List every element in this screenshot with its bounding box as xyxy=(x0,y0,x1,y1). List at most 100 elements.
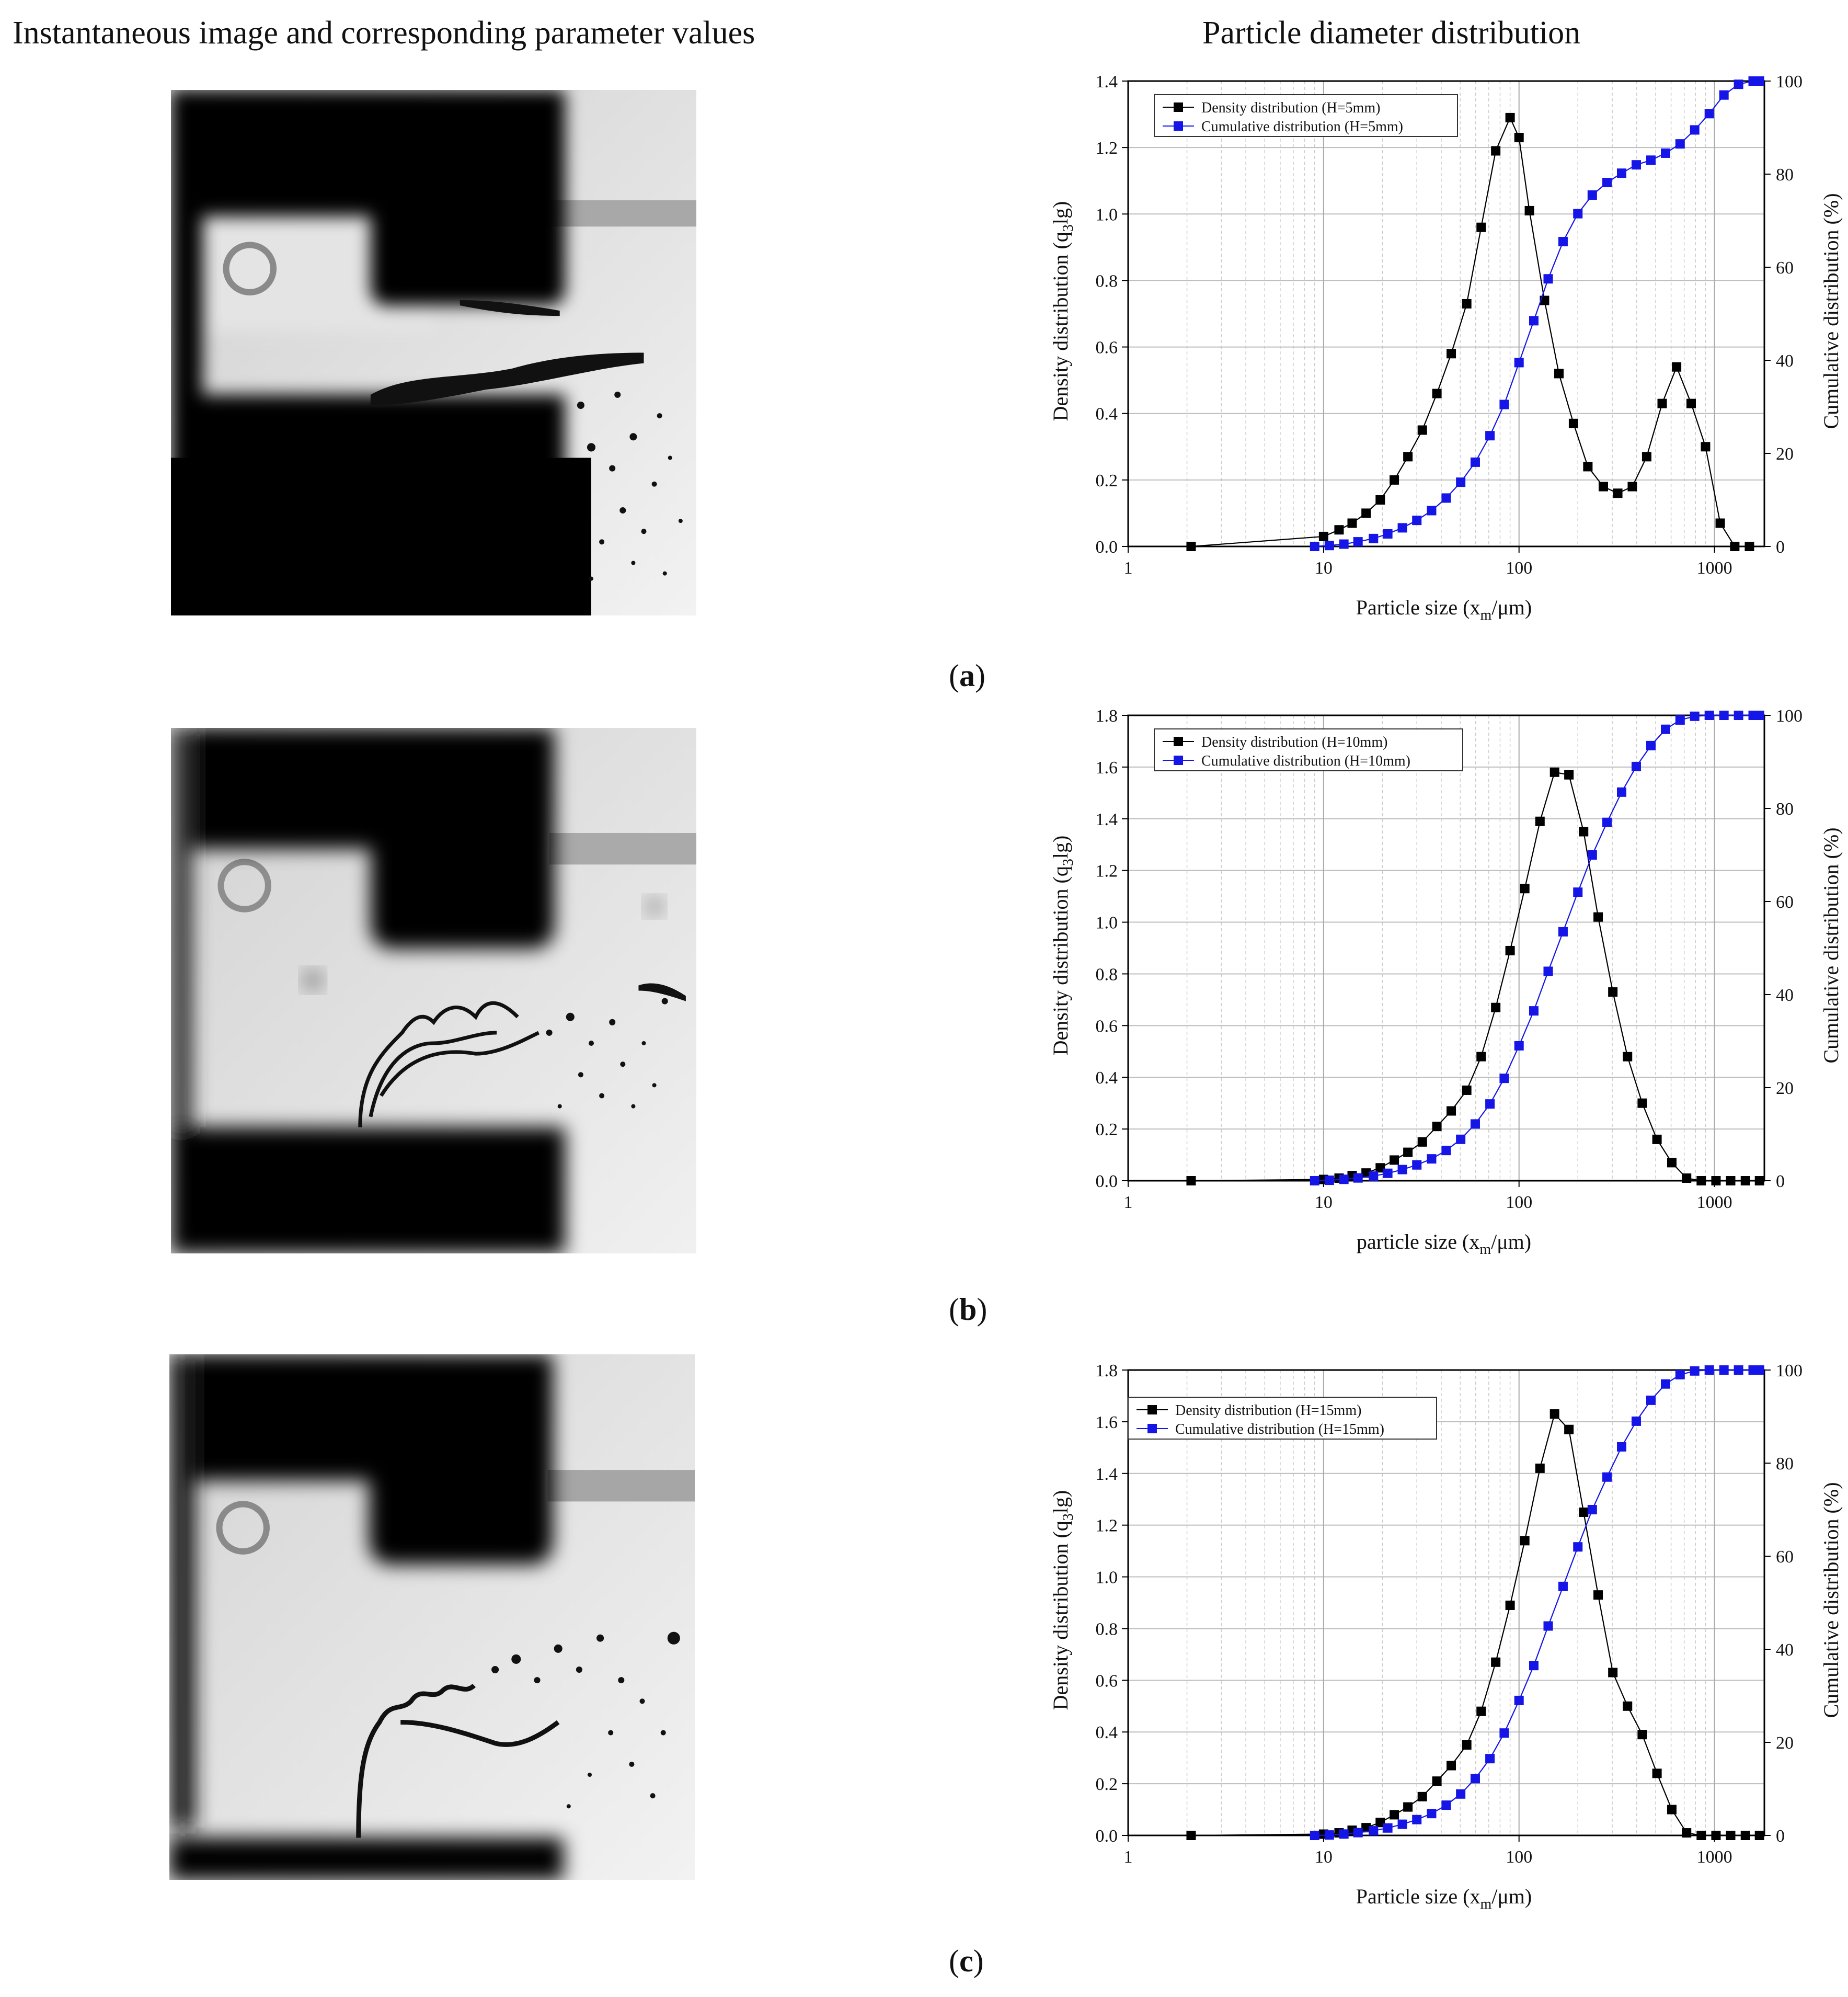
y-tick-label: 0.8 xyxy=(1096,965,1118,984)
data-point-cumulative xyxy=(1675,1370,1685,1379)
data-point-cumulative xyxy=(1587,850,1597,860)
data-point-cumulative xyxy=(1324,541,1334,551)
data-point-density xyxy=(1390,475,1399,485)
data-point-density xyxy=(1417,1137,1427,1147)
data-point-cumulative xyxy=(1631,761,1641,771)
data-point-density xyxy=(1667,1158,1677,1168)
data-point-cumulative xyxy=(1675,139,1685,149)
series-line-density xyxy=(1191,116,1750,547)
data-point-cumulative xyxy=(1631,160,1641,170)
data-point-cumulative xyxy=(1456,477,1466,487)
data-point-density xyxy=(1403,1147,1413,1157)
data-point-density xyxy=(1672,362,1682,372)
y-tick-label: 0.8 xyxy=(1096,1619,1118,1639)
y2-tick-label: 80 xyxy=(1776,800,1794,819)
data-point-density xyxy=(1682,1173,1692,1183)
data-point-cumulative xyxy=(1704,1365,1714,1375)
data-point-density xyxy=(1696,1176,1706,1185)
data-point-density xyxy=(1520,1536,1530,1546)
data-point-cumulative xyxy=(1617,168,1627,178)
data-point-density xyxy=(1417,1791,1427,1801)
y2-tick-label: 80 xyxy=(1776,1454,1794,1474)
data-point-density xyxy=(1686,398,1696,408)
data-point-cumulative xyxy=(1558,1581,1568,1591)
x-tick-label: 1000 xyxy=(1697,558,1732,578)
data-point-cumulative xyxy=(1383,1823,1393,1833)
data-point-cumulative xyxy=(1754,711,1764,720)
y-tick-label: 1.4 xyxy=(1096,72,1118,92)
data-point-density xyxy=(1432,1122,1442,1132)
data-point-density xyxy=(1447,1106,1456,1116)
data-point-cumulative xyxy=(1441,1800,1451,1810)
data-point-density xyxy=(1186,1176,1196,1185)
y-tick-label: 0.4 xyxy=(1096,405,1118,424)
data-point-cumulative xyxy=(1339,1174,1349,1184)
data-point-cumulative xyxy=(1602,1472,1612,1482)
data-point-cumulative xyxy=(1661,148,1671,158)
x-tick-label: 10 xyxy=(1315,1847,1333,1867)
legend-cumulative-label: Cumulative distribution (H=10mm) xyxy=(1201,753,1410,769)
legend: Density distribution (H=10mm) Cumulative… xyxy=(1154,728,1463,771)
data-point-cumulative xyxy=(1734,1365,1743,1375)
legend-cumulative-label: Cumulative distribution (H=5mm) xyxy=(1201,119,1403,135)
x-tick-label: 100 xyxy=(1506,1193,1532,1212)
data-point-cumulative xyxy=(1529,1661,1539,1671)
y2-tick-label: 0 xyxy=(1776,538,1785,557)
data-point-density xyxy=(1657,398,1667,408)
chart-a: 0.0 0.2 0.4 0.6 0.8 1.0 1.2 1.4 1 10 100 1000 0 20 40 6… xyxy=(1035,60,1848,623)
data-point-density xyxy=(1462,1085,1472,1095)
data-point-cumulative xyxy=(1646,155,1656,165)
data-point-density xyxy=(1375,1818,1385,1828)
data-point-density xyxy=(1579,827,1589,837)
data-point-cumulative xyxy=(1339,1829,1349,1839)
y-tick-label: 0.2 xyxy=(1096,471,1118,490)
data-point-cumulative xyxy=(1383,1168,1393,1178)
y2-tick-label: 20 xyxy=(1776,444,1794,464)
data-point-density xyxy=(1491,146,1501,156)
data-point-density xyxy=(1491,1002,1501,1012)
data-point-density xyxy=(1637,1098,1647,1108)
data-point-cumulative xyxy=(1427,1154,1437,1164)
legend-density-label: Density distribution (H=5mm) xyxy=(1201,100,1380,116)
data-point-cumulative xyxy=(1587,1505,1597,1514)
y2-tick-label: 60 xyxy=(1776,893,1794,912)
data-point-density xyxy=(1726,1831,1736,1840)
data-point-cumulative xyxy=(1397,1165,1407,1174)
data-point-density xyxy=(1390,1155,1399,1165)
y-tick-label: 1.4 xyxy=(1096,1465,1118,1484)
y2-tick-label: 40 xyxy=(1776,351,1794,371)
y-tick-label: 1.8 xyxy=(1096,1361,1118,1380)
data-point-cumulative xyxy=(1558,927,1568,937)
data-point-cumulative xyxy=(1427,506,1437,516)
data-point-cumulative xyxy=(1369,1171,1379,1181)
data-point-cumulative xyxy=(1529,1006,1539,1016)
legend-marker-density xyxy=(1174,102,1183,112)
plot-frame xyxy=(1127,714,1765,1182)
data-point-density xyxy=(1390,1810,1399,1820)
x-tick-label: 1000 xyxy=(1697,1847,1732,1867)
data-point-density xyxy=(1505,945,1515,955)
data-point-cumulative xyxy=(1514,1041,1524,1051)
data-point-cumulative xyxy=(1690,1366,1700,1376)
right-column-header: Particle diameter distribution xyxy=(1202,15,1581,51)
data-point-cumulative xyxy=(1310,1831,1319,1840)
data-point-density xyxy=(1432,1776,1442,1786)
data-point-density xyxy=(1318,531,1328,541)
legend-marker-cumulative xyxy=(1174,756,1183,765)
data-point-density xyxy=(1417,425,1427,435)
chart-b: 0.0 0.2 0.4 0.6 0.8 1.0 1.2 1.4 1.6 1.8 1 10 100 1000… xyxy=(1035,694,1848,1258)
data-point-density xyxy=(1711,1176,1721,1185)
data-point-cumulative xyxy=(1397,523,1407,533)
y-tick-label: 0.6 xyxy=(1096,1671,1118,1691)
data-point-cumulative xyxy=(1369,1826,1379,1836)
data-point-cumulative xyxy=(1412,1815,1422,1824)
data-point-cumulative xyxy=(1675,715,1685,725)
data-point-density xyxy=(1361,1823,1371,1833)
data-point-density xyxy=(1740,1176,1750,1185)
y2-tick-label: 80 xyxy=(1776,165,1794,185)
data-point-density xyxy=(1535,816,1545,826)
data-point-density xyxy=(1711,1831,1721,1840)
data-point-cumulative xyxy=(1441,493,1451,503)
data-point-cumulative xyxy=(1690,125,1700,135)
legend: Density distribution (H=5mm) Cumulative … xyxy=(1154,94,1458,137)
